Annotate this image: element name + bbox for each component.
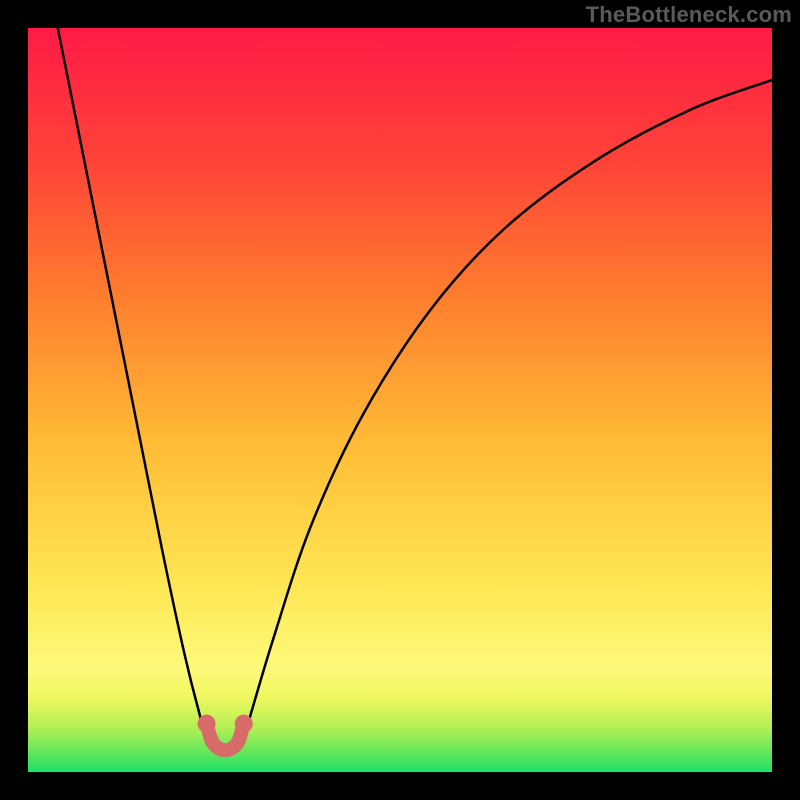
trough-marker-dot [235, 715, 253, 733]
chart-svg [28, 28, 772, 772]
chart-curve [58, 28, 772, 753]
trough-marker-dots [198, 715, 253, 733]
plot-area [28, 28, 772, 772]
trough-marker-dot [198, 715, 216, 733]
watermark-text: TheBottleneck.com [586, 2, 792, 28]
chart-frame: TheBottleneck.com [0, 0, 800, 800]
